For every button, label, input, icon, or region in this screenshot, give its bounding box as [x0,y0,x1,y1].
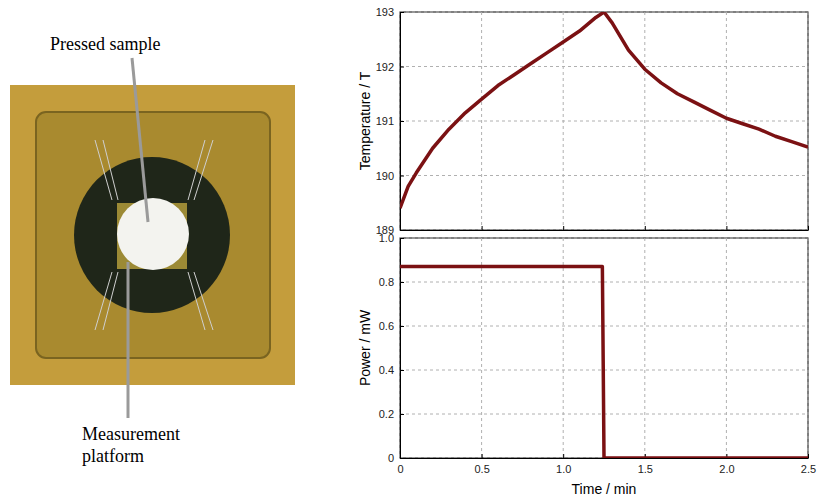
annotation-arrow [132,58,148,222]
y-axis-title: Temperature / T [357,71,373,170]
tick [482,226,483,230]
axis-line [401,230,809,231]
photo-frame [10,85,295,385]
grid-line [644,238,645,458]
tick-label: 1.0 [556,463,571,475]
tick-mark [400,238,404,239]
grid-line [400,66,808,67]
tick-label: 0.6 [379,320,394,332]
tick: 1.0 [556,454,571,475]
x-axis-title: Time / min [572,481,637,497]
marks [400,12,808,208]
tick-label: 193 [376,6,394,18]
grid [400,238,808,458]
tick-mark [400,176,404,177]
photo-wire [194,140,213,200]
tick-mark [563,226,564,230]
tick: 0.5 [474,454,489,475]
tick-label: 2.0 [719,463,734,475]
tick-label: 1.5 [638,463,653,475]
photo-sample [117,198,189,270]
annotation-label: Measurementplatform [82,424,180,466]
photo-wire [95,272,112,330]
photo: Pressed sample Measurementplatform [10,34,295,466]
tick-label: 2.5 [801,463,816,475]
tick-mark [482,454,483,458]
tick-mark [726,226,727,230]
data-line [400,12,808,208]
tick: 193 [376,6,404,18]
tick-label: 0.4 [379,364,394,376]
plot-frame [400,238,808,458]
figure: Pressed sampleMeasurementplatform1891901… [0,0,834,503]
grid-line [400,230,808,231]
tick-mark [400,230,404,231]
tick: 190 [376,170,404,182]
annotation-label: Pressed sample [50,34,160,54]
tick-mark [400,326,404,327]
photo-wire [103,140,118,200]
axis-line [401,458,809,459]
tick: 191 [376,115,404,127]
tick-mark [400,370,404,371]
marks [400,267,808,458]
tick: 192 [376,61,404,73]
annotation-arrow [127,262,130,418]
tick: 0 [388,452,404,464]
tick-mark [400,458,404,459]
axis-line [400,239,401,459]
y-axis: 189190191192193 [376,6,404,236]
data-line [400,267,808,458]
tick-label: 0 [397,463,403,475]
chart: 189190191192193Temperature / T [357,6,809,236]
tick [726,226,727,230]
tick-label: 1.0 [379,232,394,244]
grid-line [563,238,564,458]
grid-line [481,12,482,230]
grid-line [400,175,808,176]
tick [808,226,809,230]
photo-well [74,157,230,313]
tick-label: 0 [388,452,394,464]
grid-line [400,238,401,458]
tick-label: 192 [376,61,394,73]
tick-mark [400,12,404,13]
tick-mark [400,67,404,68]
tick [645,226,646,230]
grid-line [400,121,808,122]
tick-label: 0.8 [379,276,394,288]
tick-mark [400,414,404,415]
photo-wire [95,140,112,200]
tick-label: 0.2 [379,408,394,420]
grid-line [726,238,727,458]
grid [400,12,808,230]
plot-frame [400,12,808,230]
grid-line [481,238,482,458]
tick [563,226,564,230]
photo-wire [103,272,118,330]
tick-mark [563,454,564,458]
photo-wire [194,272,213,330]
tick-label: 191 [376,115,394,127]
grid-line [644,12,645,230]
tick-mark [645,226,646,230]
tick: 0.4 [379,364,404,376]
tick-label: 190 [376,170,394,182]
y-axis-title: Power / mW [357,309,373,386]
tick-mark [482,226,483,230]
grid-line [808,238,809,458]
tick: 0.8 [379,276,404,288]
x-axis [401,226,809,231]
tick: 1.0 [379,232,404,244]
tick-label: 0.5 [474,463,489,475]
tick: 0.6 [379,320,404,332]
tick-mark [808,454,809,458]
tick-mark [400,282,404,283]
tick-mark [808,226,809,230]
tick-mark [400,121,404,122]
chart: 0 0.5 1.0 1.5 2.0 2.5 0 0.2 0.4 0.6 0.8 1.0 Power / … [357,232,816,497]
photo-inner-square [36,112,270,358]
tick: 0.2 [379,408,404,420]
grid-line [400,238,808,239]
